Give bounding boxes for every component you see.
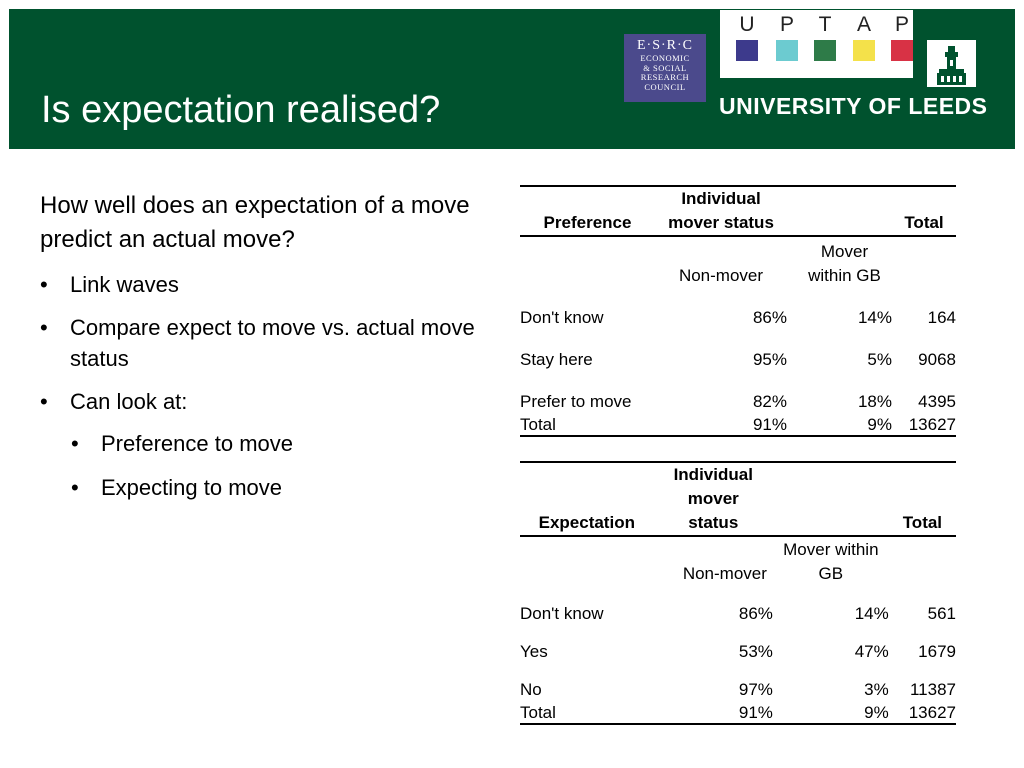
esrc-logo-line: & SOCIAL: [643, 62, 687, 73]
uptap-square: [776, 40, 798, 61]
cell-mover: 18%: [857, 392, 892, 411]
uptap-letter: T: [818, 13, 832, 36]
cell-non-mover: 97%: [738, 680, 773, 699]
cell-mover: 14%: [854, 604, 889, 623]
cell-mover: 14%: [857, 308, 892, 327]
cell-total: 11387: [909, 680, 956, 699]
cell-mover: 9%: [867, 415, 892, 434]
row-label: Don't know: [520, 308, 604, 327]
cell-total: 9068: [918, 350, 956, 369]
table-row: Don't know 86% 14% 164: [520, 288, 956, 328]
subheader-non-mover: Non-mover: [682, 564, 767, 583]
bullet-dot: •: [40, 389, 48, 414]
uptap-square: [814, 40, 836, 61]
table-header-row: Preference Individual mover status Total: [520, 186, 956, 236]
bullet-text: Can look at:: [70, 389, 188, 414]
cell-total: 561: [927, 604, 956, 623]
bullet-dot: •: [40, 272, 48, 297]
row-label: Stay here: [520, 350, 593, 369]
cell-mover: 9%: [864, 703, 889, 722]
table-subheader-row: Non-mover Mover within GB: [520, 236, 956, 288]
row-label: Total: [520, 415, 556, 434]
expectation-table: Expectation Individual mover status Tota…: [520, 461, 956, 725]
cell-non-mover: 91%: [738, 703, 773, 722]
sub-bullet-item: • Expecting to move: [71, 472, 282, 503]
cell-total: 13627: [908, 703, 956, 722]
bullet-text: Compare expect to move vs. actual move s…: [70, 315, 475, 371]
leeds-crest-icon: [927, 40, 976, 87]
preference-table: Preference Individual mover status Total…: [520, 185, 956, 437]
table-total-row: Total 91% 9% 13627: [520, 412, 956, 436]
cell-total: 4395: [918, 392, 956, 411]
row-label: Don't know: [520, 604, 604, 623]
cell-non-mover: 53%: [738, 642, 773, 661]
col-header-total: Total: [902, 513, 943, 532]
university-name: UNIVERSITY OF LEEDS: [719, 93, 988, 119]
cell-total: 13627: [908, 415, 956, 434]
uptap-square: [853, 40, 875, 61]
sub-bullet-item: • Preference to move: [71, 428, 293, 459]
col-header-mover-status: Individual mover status: [673, 465, 753, 532]
uptap-square: [891, 40, 913, 61]
cell-mover: 47%: [854, 642, 889, 661]
cell-non-mover: 95%: [752, 350, 787, 369]
col-header-empty: [773, 462, 889, 536]
table-row: Don't know 86% 14% 561: [520, 586, 956, 624]
subheader-non-mover: Non-mover: [678, 266, 764, 285]
uptap-square: [736, 40, 758, 61]
bullet-text: Expecting to move: [101, 475, 282, 500]
bullet-item: • Can look at:: [40, 386, 188, 417]
row-label: Prefer to move: [520, 392, 632, 411]
row-label: Total: [520, 703, 556, 722]
table-row: No 97% 3% 11387: [520, 662, 956, 700]
cell-mover: 5%: [867, 350, 892, 369]
cell-total: 164: [927, 308, 956, 327]
table-row: Yes 53% 47% 1679: [520, 624, 956, 662]
esrc-logo-line: RESEARCH: [640, 72, 690, 82]
bullet-text: Link waves: [70, 272, 179, 297]
uptap-logo: U P T A P: [720, 10, 913, 78]
bullet-item: • Link waves: [40, 269, 179, 300]
esrc-logo-line: ECONOMIC: [640, 53, 690, 63]
uptap-letter: A: [856, 13, 871, 36]
row-label: Yes: [520, 642, 548, 661]
esrc-logo-line: COUNCIL: [644, 81, 686, 92]
bullet-dot: •: [71, 431, 79, 456]
col-header-total: Total: [904, 213, 944, 232]
cell-mover: 3%: [864, 680, 889, 699]
table-row: Stay here 95% 5% 9068: [520, 328, 956, 370]
esrc-logo-initials: E·S·R·C: [637, 38, 693, 53]
cell-total: 1679: [918, 642, 956, 661]
table-subheader-row: Non-mover Mover within GB: [520, 536, 956, 586]
uptap-letter: U: [739, 13, 755, 36]
table-row: Prefer to move 82% 18% 4395: [520, 370, 956, 412]
uptap-letter: P: [894, 13, 909, 36]
cell-non-mover: 91%: [752, 415, 787, 434]
table-header-row: Expectation Individual mover status Tota…: [520, 462, 956, 536]
bullet-dot: •: [40, 315, 48, 340]
table-total-row: Total 91% 9% 13627: [520, 700, 956, 724]
cell-non-mover: 86%: [738, 604, 773, 623]
esrc-logo: E·S·R·C ECONOMIC & SOCIAL RESEARCH COUNC…: [624, 34, 706, 102]
col-header-mover-status: Individual mover status: [668, 189, 774, 232]
bullet-dot: •: [71, 475, 79, 500]
subheader-mover-within-gb: Mover within GB: [783, 540, 879, 583]
col-header-expectation: Expectation: [538, 513, 635, 532]
row-label: No: [520, 680, 542, 699]
bullet-item: • Compare expect to move vs. actual move…: [40, 312, 490, 374]
uptap-letter: P: [779, 13, 794, 36]
col-header-empty: [787, 186, 892, 236]
slide-title: Is expectation realised?: [41, 89, 441, 131]
cell-non-mover: 82%: [752, 392, 787, 411]
lead-question: How well does an expectation of a move p…: [40, 192, 470, 253]
bullet-text: Preference to move: [101, 431, 293, 456]
cell-non-mover: 86%: [752, 308, 787, 327]
col-header-preference: Preference: [543, 213, 632, 232]
subheader-mover-within-gb: Mover within GB: [808, 242, 881, 285]
